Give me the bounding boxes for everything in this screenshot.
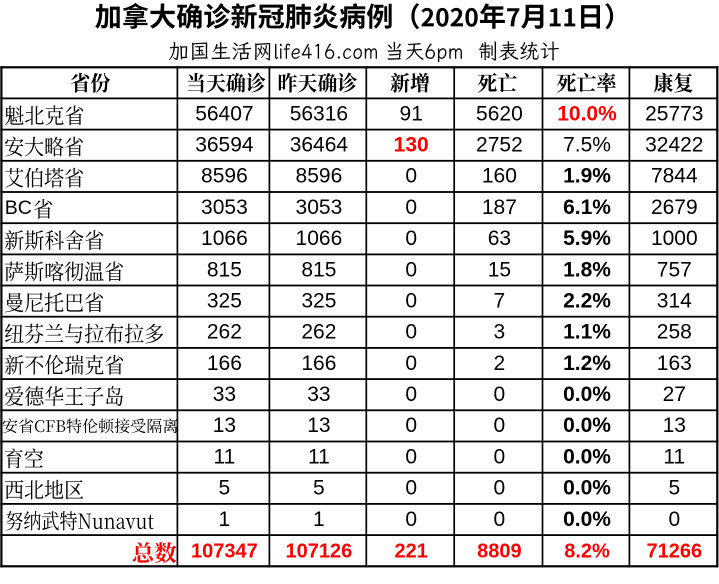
svg-text:0: 0	[405, 477, 417, 500]
svg-text:221: 221	[395, 540, 428, 562]
svg-text:262: 262	[207, 321, 242, 344]
svg-text:25773: 25773	[645, 102, 703, 125]
svg-text:325: 325	[301, 289, 336, 312]
svg-text:56407: 56407	[195, 102, 253, 125]
svg-text:262: 262	[301, 321, 336, 344]
svg-text:1.8%: 1.8%	[563, 258, 611, 281]
svg-text:5: 5	[313, 477, 325, 500]
svg-text:71266: 71266	[646, 540, 702, 562]
svg-text:0.0%: 0.0%	[563, 445, 611, 468]
svg-text:107347: 107347	[191, 540, 258, 562]
svg-text:0: 0	[405, 508, 417, 531]
svg-text:8809: 8809	[477, 540, 522, 562]
svg-text:0: 0	[494, 445, 506, 468]
svg-text:33: 33	[213, 383, 236, 406]
svg-text:0: 0	[405, 165, 417, 188]
svg-text:314: 314	[657, 289, 692, 312]
svg-text:32422: 32422	[645, 134, 703, 157]
svg-text:BC: BC	[5, 197, 32, 219]
svg-text:91: 91	[400, 102, 423, 125]
svg-text:107126: 107126	[286, 540, 353, 562]
svg-text:11: 11	[308, 445, 330, 468]
svg-text:33: 33	[307, 383, 330, 406]
svg-text:6.1%: 6.1%	[563, 196, 611, 219]
svg-text:1: 1	[219, 508, 231, 531]
svg-text:2.2%: 2.2%	[563, 289, 611, 312]
svg-text:0: 0	[668, 508, 680, 531]
svg-text:3053: 3053	[296, 196, 343, 219]
svg-text:0.0%: 0.0%	[563, 414, 611, 437]
svg-text:13: 13	[307, 414, 330, 437]
svg-text:0.0%: 0.0%	[563, 383, 611, 406]
svg-text:815: 815	[207, 258, 242, 281]
svg-text:160: 160	[482, 165, 517, 188]
svg-text:63: 63	[488, 227, 511, 250]
svg-text:1.1%: 1.1%	[563, 321, 611, 344]
svg-text:5620: 5620	[476, 102, 523, 125]
svg-text:27: 27	[663, 383, 686, 406]
svg-text:0: 0	[494, 414, 506, 437]
svg-text:130: 130	[394, 134, 429, 157]
svg-text:8596: 8596	[201, 165, 248, 188]
svg-text:166: 166	[207, 352, 242, 375]
svg-text:325: 325	[207, 289, 242, 312]
svg-text:1.9%: 1.9%	[563, 165, 611, 188]
svg-text:0: 0	[494, 477, 506, 500]
svg-text:36594: 36594	[195, 134, 254, 157]
svg-text:0: 0	[405, 383, 417, 406]
svg-text:163: 163	[657, 352, 692, 375]
svg-text:0.0%: 0.0%	[563, 477, 611, 500]
svg-text:7844: 7844	[651, 165, 698, 188]
svg-text:166: 166	[301, 352, 336, 375]
svg-text:13: 13	[213, 414, 236, 437]
svg-text:15: 15	[488, 258, 511, 281]
svg-text:11: 11	[663, 445, 685, 468]
svg-text:2752: 2752	[476, 134, 523, 157]
svg-text:7.5%: 7.5%	[563, 134, 611, 157]
svg-text:0: 0	[405, 352, 417, 375]
svg-text:0: 0	[405, 196, 417, 219]
svg-text:10.0%: 10.0%	[557, 102, 617, 125]
svg-text:8596: 8596	[296, 165, 343, 188]
svg-text:13: 13	[663, 414, 686, 437]
svg-text:0: 0	[494, 508, 506, 531]
svg-text:36464: 36464	[290, 134, 349, 157]
svg-text:0: 0	[405, 321, 417, 344]
svg-text:2: 2	[494, 352, 506, 375]
svg-text:757: 757	[657, 258, 692, 281]
svg-text:11: 11	[213, 445, 235, 468]
svg-text:7: 7	[494, 289, 506, 312]
svg-text:815: 815	[301, 258, 336, 281]
svg-text:2679: 2679	[651, 196, 698, 219]
svg-text:0: 0	[405, 227, 417, 250]
svg-text:5.9%: 5.9%	[563, 227, 611, 250]
svg-text:1000: 1000	[651, 227, 698, 250]
svg-text:1: 1	[313, 508, 325, 531]
svg-text:3: 3	[494, 321, 506, 344]
svg-text:0.0%: 0.0%	[563, 508, 611, 531]
svg-text:0: 0	[405, 258, 417, 281]
svg-text:0: 0	[494, 383, 506, 406]
svg-text:187: 187	[482, 196, 517, 219]
svg-text:3053: 3053	[201, 196, 248, 219]
svg-text:1066: 1066	[296, 227, 343, 250]
svg-text:258: 258	[657, 321, 692, 344]
svg-text:0: 0	[405, 289, 417, 312]
svg-text:1.2%: 1.2%	[563, 352, 611, 375]
svg-text:8.2%: 8.2%	[564, 540, 610, 562]
svg-text:5: 5	[219, 477, 231, 500]
svg-text:5: 5	[668, 477, 680, 500]
svg-text:0: 0	[405, 445, 417, 468]
svg-text:56316: 56316	[290, 102, 348, 125]
svg-text:0: 0	[405, 414, 417, 437]
svg-text:1066: 1066	[201, 227, 248, 250]
